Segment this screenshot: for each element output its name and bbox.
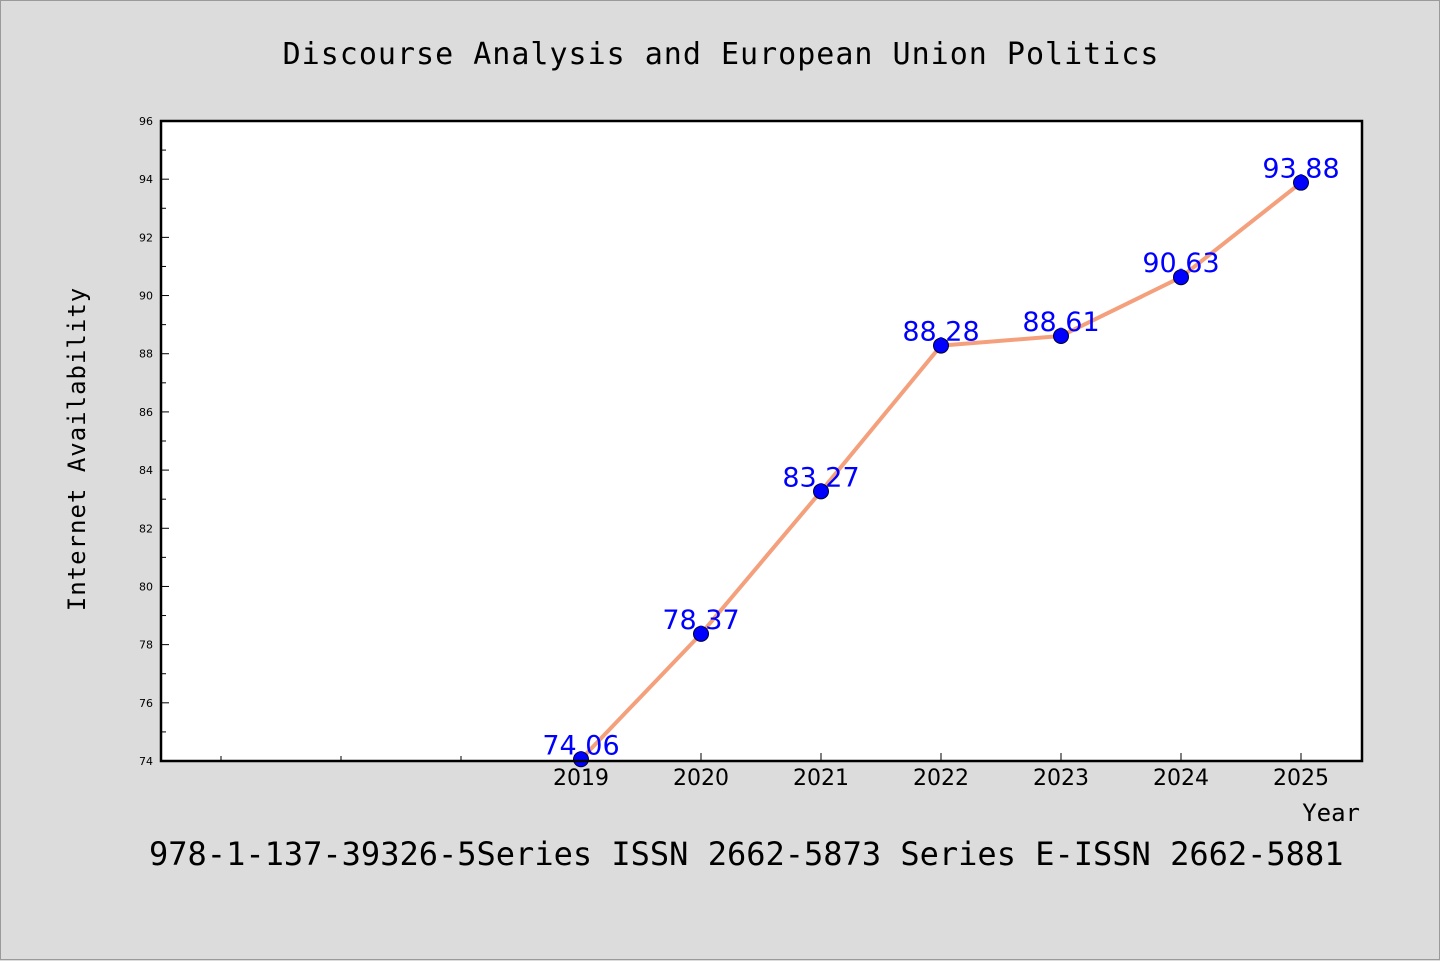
y-tick-label: 74 [139, 755, 153, 768]
data-point [933, 337, 949, 354]
y-tick-label: 96 [139, 115, 153, 128]
data-label: 83.27 [782, 462, 859, 493]
data-label: 93.88 [1262, 154, 1339, 185]
data-point [693, 625, 709, 642]
data-labels: 74.06 78.37 83.27 88.28 88.61 90.63 93.88 [542, 154, 1339, 762]
plot-border [159, 119, 1364, 763]
y-tick-label: 94 [139, 173, 153, 186]
data-label: 74.06 [542, 730, 619, 761]
data-point [813, 483, 829, 500]
x-tick-label: 2023 [1033, 766, 1089, 791]
y-tick-label: 84 [139, 464, 153, 477]
y-tick-label: 90 [139, 290, 153, 303]
y-tick-label: 88 [139, 348, 153, 361]
footer-text: 978-1-137-39326-5Series ISSN 2662-5873 S… [149, 835, 1343, 873]
data-label: 88.61 [1022, 307, 1099, 338]
x-tick-label: 2020 [673, 766, 729, 791]
series-line-group [573, 174, 1309, 768]
y-tick-label: 82 [139, 522, 153, 535]
y-axis: 74 76 78 80 82 84 86 88 90 92 94 96 [139, 115, 169, 768]
data-label: 88.28 [902, 317, 979, 348]
chart-title: Discourse Analysis and European Union Po… [283, 37, 1160, 72]
x-tick-label: 2019 [553, 766, 609, 791]
x-axis-label: Year [1302, 799, 1360, 827]
data-label: 90.63 [1142, 248, 1219, 279]
x-tick-label: 2025 [1273, 766, 1329, 791]
y-tick-label: 80 [139, 580, 153, 593]
x-tick-label: 2024 [1153, 766, 1209, 791]
y-tick-label: 78 [139, 639, 153, 652]
y-tick-label: 92 [139, 231, 153, 244]
x-tick-label: 2022 [913, 766, 969, 791]
y-axis-label: Internet Availability [63, 287, 91, 611]
data-point [1173, 269, 1189, 286]
data-label: 78.37 [662, 605, 739, 636]
data-point [1293, 174, 1309, 191]
y-tick-label: 86 [139, 406, 153, 419]
data-point [573, 751, 589, 768]
x-axis: 2019 2020 2021 2022 2023 2024 2025 [220, 753, 1329, 791]
x-tick-label: 2021 [793, 766, 849, 791]
data-point [1053, 327, 1069, 344]
plot-area [161, 121, 1362, 761]
y-tick-label: 76 [139, 697, 153, 710]
